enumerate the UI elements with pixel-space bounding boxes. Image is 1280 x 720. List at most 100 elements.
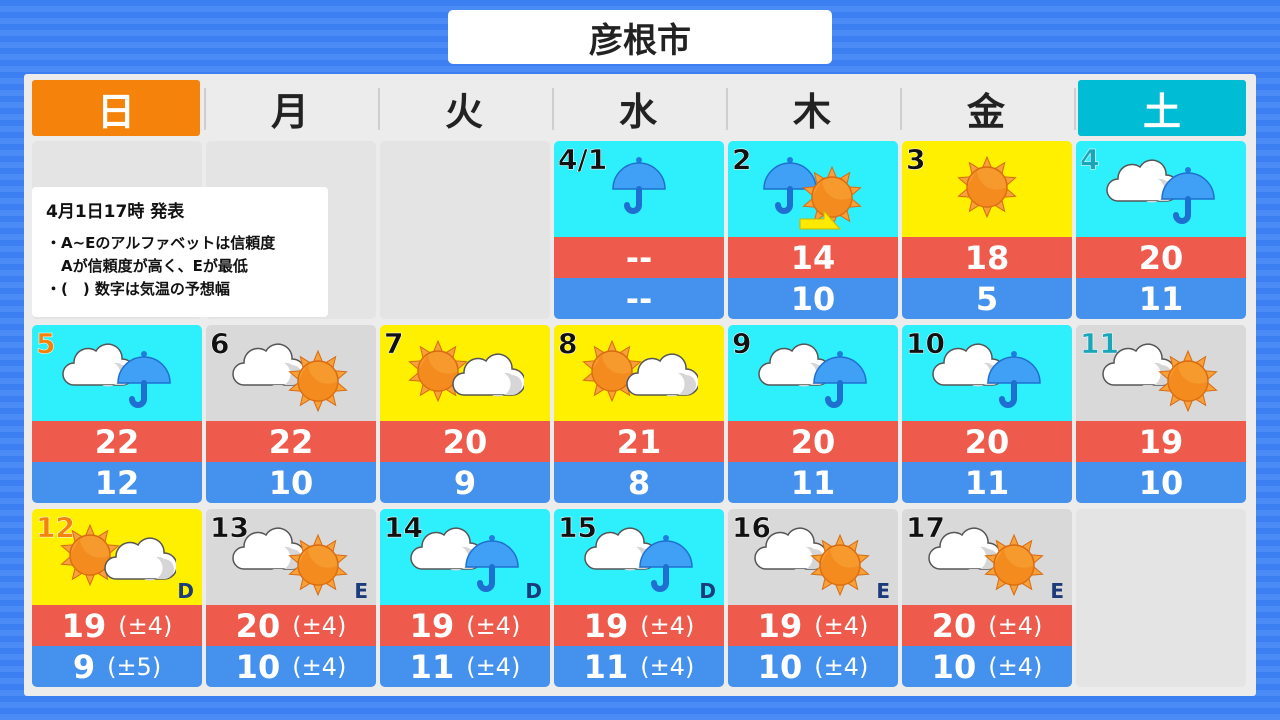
reliability-badge: E <box>1050 579 1064 603</box>
weather-area: 8 <box>554 325 724 421</box>
low-temp-value: 10 <box>235 647 281 686</box>
low-temp: 10 (±4) <box>902 646 1072 687</box>
weather-area: 7 <box>380 325 550 421</box>
low-temp-value: 12 <box>94 463 140 502</box>
weekday-friday: 金 <box>966 89 1005 134</box>
low-temp-value: 9 <box>453 463 477 502</box>
day-cell[interactable]: 5 22 12 <box>32 325 202 503</box>
sun-icon <box>808 533 872 603</box>
low-temp: 8 <box>554 462 724 503</box>
weather-area: 3 <box>902 141 1072 237</box>
weather-icons <box>32 339 202 419</box>
day-cell[interactable]: 16 E 19 (±4) 10 (±4) <box>728 509 898 687</box>
weather-area: 13 E <box>206 509 376 605</box>
weather-area: 2 <box>728 141 898 237</box>
weather-icons <box>380 523 550 603</box>
sun-icon <box>1156 349 1220 419</box>
date-label: 17 <box>906 511 945 545</box>
low-temp-value: 9 <box>72 647 96 686</box>
high-temp-range: (±4) <box>640 611 695 640</box>
day-cell[interactable]: 17 E 20 (±4) 10 (±4) <box>902 509 1072 687</box>
date-label: 13 <box>210 511 249 545</box>
day-cell[interactable]: 14 D 19 (±4) 11 (±4) <box>380 509 550 687</box>
weather-icons <box>902 339 1072 419</box>
day-cell[interactable]: 7 20 9 <box>380 325 550 503</box>
day-cell[interactable]: 13 E 20 (±4) 10 (±4) <box>206 509 376 687</box>
umbrella-icon <box>611 155 667 235</box>
calendar-panel: 日 月 火 水 木 金 土 4/1 -- -- 2 14 10 3 18 5 4… <box>24 74 1256 696</box>
low-temp-value: 10 <box>931 647 977 686</box>
reliability-badge: E <box>876 579 890 603</box>
high-temp-value: 19 <box>409 606 455 645</box>
low-temp-range: (±4) <box>814 652 869 681</box>
date-label: 4/1 <box>558 143 608 177</box>
day-cell[interactable]: 8 21 8 <box>554 325 724 503</box>
day-cell[interactable]: 3 18 5 <box>902 141 1072 319</box>
low-temp-value: 8 <box>627 463 651 502</box>
reliability-badge: D <box>699 579 716 603</box>
low-temp-value: 10 <box>268 463 314 502</box>
low-temp-range: (±4) <box>292 652 347 681</box>
weather-icons <box>902 155 1072 235</box>
low-temp: 9 (±5) <box>32 646 202 687</box>
low-temp: 10 <box>728 278 898 319</box>
day-cell[interactable]: 11 19 10 <box>1076 325 1246 503</box>
umbrella-icon <box>986 349 1042 419</box>
day-cell[interactable]: 12 D 19 (±4) 9 (±5) <box>32 509 202 687</box>
day-cell[interactable]: 6 22 10 <box>206 325 376 503</box>
day-cell[interactable]: 15 D 19 (±4) 11 (±4) <box>554 509 724 687</box>
low-temp-value: 5 <box>975 279 999 318</box>
day-cell[interactable]: 4/1 -- -- <box>554 141 724 319</box>
low-temp-value: 10 <box>757 647 803 686</box>
high-temp-value: 20 <box>790 422 836 461</box>
divider <box>726 88 728 130</box>
reliability-badge: D <box>525 579 542 603</box>
sun-icon <box>982 533 1046 603</box>
high-temp: 20 <box>1076 237 1246 278</box>
cloud-icon <box>452 349 526 419</box>
date-label: 7 <box>384 327 404 361</box>
date-label: 11 <box>1080 327 1119 361</box>
divider <box>900 88 902 130</box>
high-temp-range: (±4) <box>988 611 1043 640</box>
weather-icons <box>554 523 724 603</box>
low-temp-range: (±4) <box>988 652 1043 681</box>
weather-area: 4/1 <box>554 141 724 237</box>
low-temp: 10 (±4) <box>206 646 376 687</box>
weather-icons <box>1076 339 1246 419</box>
low-temp-value: 10 <box>790 279 836 318</box>
date-label: 2 <box>732 143 752 177</box>
day-cell[interactable]: 10 20 11 <box>902 325 1072 503</box>
high-temp: 19 (±4) <box>728 605 898 646</box>
forecast-note: 4月1日17時 発表 ・A~Eのアルファベットは信頼度 Aが信頼度が高く、Eが最… <box>32 187 328 317</box>
high-temp: 20 (±4) <box>902 605 1072 646</box>
divider <box>1074 88 1076 130</box>
sun-icon <box>286 349 350 419</box>
weather-area: 9 <box>728 325 898 421</box>
date-label: 16 <box>732 511 771 545</box>
low-temp-value: -- <box>625 279 653 318</box>
weather-area: 4 <box>1076 141 1246 237</box>
weekday-monday: 月 <box>270 89 309 134</box>
high-temp: 18 <box>902 237 1072 278</box>
day-cell[interactable]: 9 20 11 <box>728 325 898 503</box>
high-temp: 20 (±4) <box>206 605 376 646</box>
day-cell[interactable]: 2 14 10 <box>728 141 898 319</box>
low-temp-value: 10 <box>1138 463 1184 502</box>
cloud-icon <box>104 533 178 603</box>
low-temp-range: (±5) <box>107 652 162 681</box>
low-temp: 10 <box>1076 462 1246 503</box>
weather-icons <box>206 523 376 603</box>
divider <box>378 88 380 130</box>
reliability-badge: D <box>177 579 194 603</box>
low-temp-value: 11 <box>583 647 629 686</box>
day-cell[interactable]: 4 20 11 <box>1076 141 1246 319</box>
low-temp: 10 <box>206 462 376 503</box>
low-temp-value: 11 <box>790 463 836 502</box>
weather-area: 11 <box>1076 325 1246 421</box>
umbrella-icon <box>116 349 172 419</box>
low-temp-value: 11 <box>1138 279 1184 318</box>
date-label: 8 <box>558 327 578 361</box>
high-temp-range: (±4) <box>118 611 173 640</box>
high-temp: 19 (±4) <box>32 605 202 646</box>
